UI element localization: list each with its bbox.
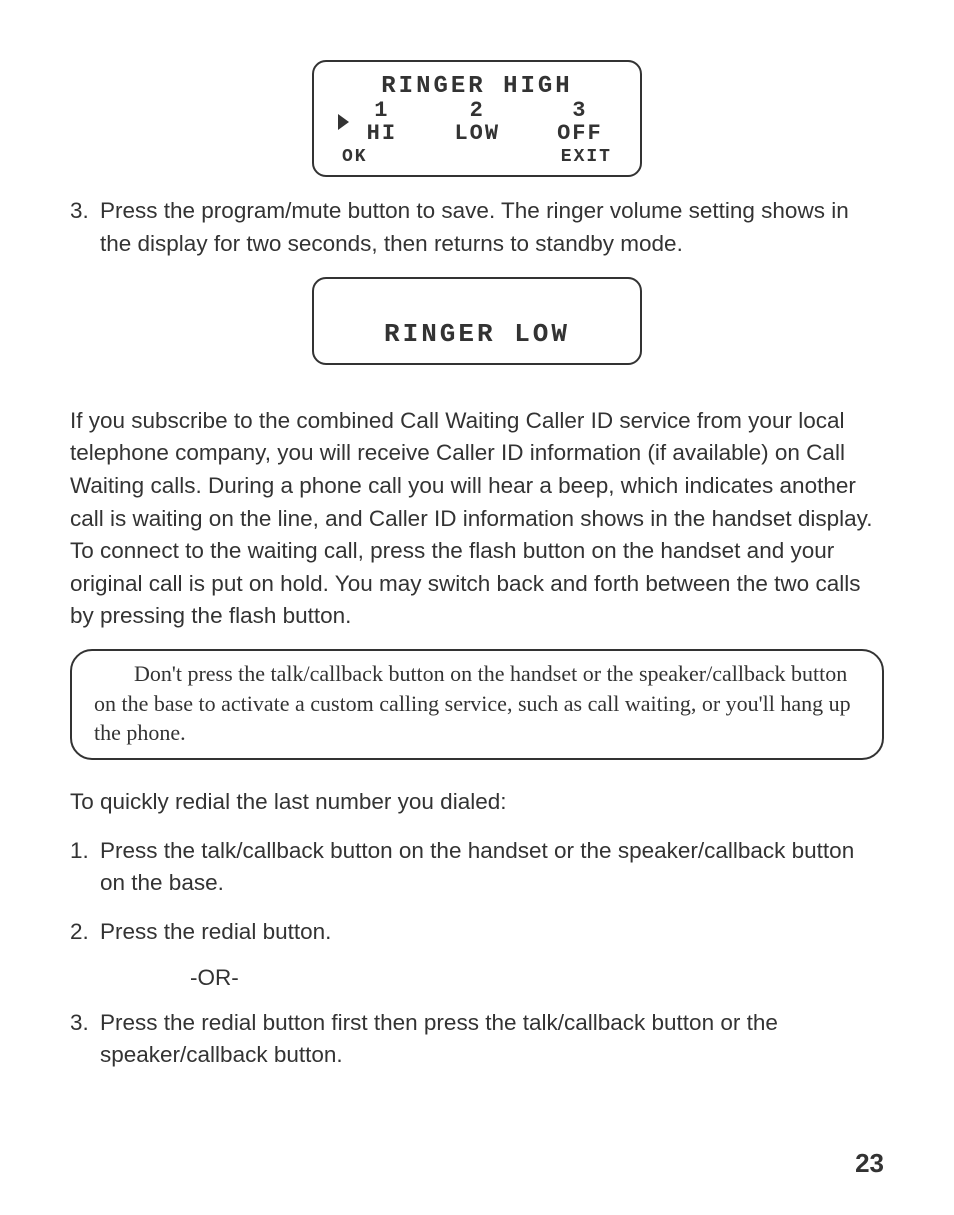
softkey-ok: OK — [342, 147, 368, 167]
lcd-screen-ringer-low: RINGER LOW — [312, 277, 642, 365]
call-waiting-paragraph: If you subscribe to the combined Call Wa… — [70, 405, 884, 633]
step-number: 2. — [70, 916, 100, 949]
step-text: Press the redial button. — [100, 916, 884, 949]
redial-step-1: 1. Press the talk/callback button on the… — [70, 835, 884, 900]
warning-note: Don't press the talk/callback button on … — [70, 649, 884, 760]
redial-step-2: 2. Press the redial button. — [70, 916, 884, 949]
lcd-option-2: 2 LOW — [441, 99, 513, 145]
step-text: Press the redial button first then press… — [100, 1007, 884, 1072]
page-number: 23 — [855, 1148, 884, 1179]
lcd-option-1: 1 HI — [353, 99, 411, 145]
step-3: 3. Press the program/mute button to save… — [70, 195, 884, 260]
lcd-screen-ringer-high: RINGER HIGH 1 HI 2 LOW 3 OFF OK EXIT — [312, 60, 642, 177]
lcd-options-row: 1 HI 2 LOW 3 OFF — [338, 99, 616, 145]
selector-triangle-icon — [338, 114, 349, 130]
redial-step-3: 3. Press the redial button first then pr… — [70, 1007, 884, 1072]
lcd-softkeys: OK EXIT — [338, 147, 616, 167]
or-separator: -OR- — [190, 965, 884, 991]
lcd-title: RINGER HIGH — [338, 74, 616, 99]
redial-intro: To quickly redial the last number you di… — [70, 786, 884, 819]
step-text: Press the talk/callback button on the ha… — [100, 835, 884, 900]
step-number: 1. — [70, 835, 100, 900]
softkey-exit: EXIT — [561, 147, 612, 167]
step-text: Press the program/mute button to save. T… — [100, 195, 884, 260]
lcd-option-3: 3 OFF — [544, 99, 616, 145]
note-text: Don't press the talk/callback button on … — [94, 661, 851, 745]
step-number: 3. — [70, 1007, 100, 1072]
step-number: 3. — [70, 195, 100, 260]
